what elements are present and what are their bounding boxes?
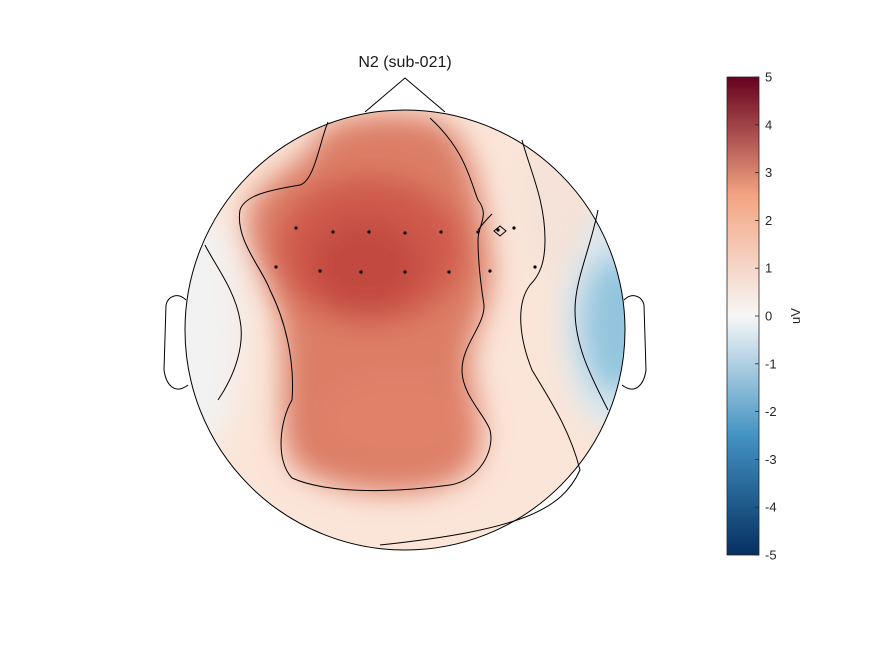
field-right-temporal-inner	[581, 255, 625, 395]
contour-line-right	[379, 139, 581, 546]
field-left-temporal	[185, 210, 240, 450]
left-ear-icon	[163, 295, 189, 390]
electrode-marker	[403, 270, 407, 274]
colorbar-label: uV	[788, 308, 803, 324]
chart-title: N2 (sub-021)	[358, 54, 452, 71]
electrode-marker	[367, 230, 371, 234]
electrode-marker	[331, 230, 335, 234]
scalp-field	[185, 110, 625, 550]
colorbar-ticks: -5 -4 -3 -2 -1 0 1 2 3 4 5	[755, 70, 777, 563]
field-blobs	[185, 114, 625, 493]
colorbar-tick-label: -4	[765, 500, 777, 515]
colorbar-tick-label: -1	[765, 356, 777, 371]
colorbar-tick-label: 0	[765, 309, 772, 324]
electrode-marker	[447, 270, 451, 274]
electrode-marker	[359, 270, 363, 274]
colorbar-tick-label: -5	[765, 548, 777, 563]
colorbar-tick-label: -2	[765, 404, 777, 419]
contour-line-inner	[238, 117, 492, 492]
electrode-marker	[496, 228, 500, 232]
colorbar-tick-label: 4	[765, 117, 772, 132]
contour-line-diamond	[493, 225, 507, 237]
contour-line-left	[204, 244, 242, 401]
head-outline	[163, 77, 647, 551]
colorbar-tick-label: 3	[765, 165, 772, 180]
electrode-marker	[512, 226, 516, 230]
electrode-marker	[274, 265, 278, 269]
head-circle	[184, 109, 626, 551]
electrode-marker	[294, 226, 298, 230]
colorbar-tick-label: 1	[765, 261, 772, 276]
contour-lines	[204, 117, 609, 546]
electrode-marker	[488, 269, 492, 273]
electrode-marker	[403, 231, 407, 235]
electrode-marker	[533, 265, 537, 269]
electrode-marker	[439, 230, 443, 234]
contour-line-far-right	[574, 209, 609, 411]
colorbar-tick-label: 2	[765, 213, 772, 228]
colorbar-gradient	[726, 76, 760, 556]
nose-icon	[364, 77, 446, 113]
field-right-frontal	[520, 135, 590, 275]
colorbar-tick-label: -3	[765, 452, 777, 467]
colorbar-tick-label: 5	[765, 70, 772, 85]
colorbar: -5 -4 -3 -2 -1 0 1 2 3 4 5 uV	[726, 70, 803, 563]
contour-line-notch	[477, 213, 493, 231]
electrode-marker	[476, 230, 480, 234]
right-ear-icon	[621, 295, 647, 390]
field-posterior	[320, 375, 480, 465]
electrode-markers	[274, 226, 537, 274]
field-frontal-peak-inner	[310, 220, 420, 310]
electrode-marker	[318, 269, 322, 273]
